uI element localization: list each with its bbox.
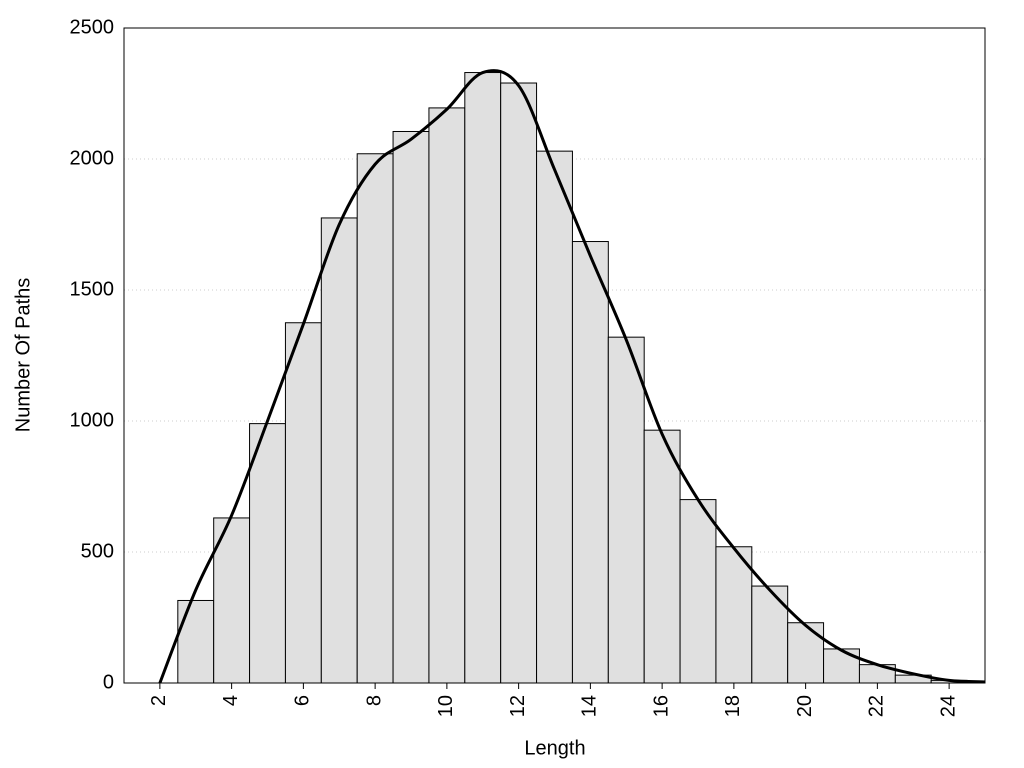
x-tick-label: 18 (722, 695, 744, 717)
bar (536, 150, 573, 684)
y-tick-label: 2500 (70, 16, 115, 38)
y-tick-label: 1500 (70, 278, 115, 300)
y-tick-label: 500 (81, 540, 114, 562)
bar (356, 153, 394, 684)
x-tick-label: 14 (579, 695, 601, 717)
x-tick-label: 22 (866, 695, 888, 717)
bar (213, 517, 251, 684)
bar (249, 423, 286, 684)
y-axis-label: Number Of Paths (12, 278, 34, 433)
density-curve (158, 69, 986, 684)
y-tick-label: 1000 (70, 409, 115, 431)
x-tick-label: 6 (292, 695, 314, 706)
bar (464, 72, 502, 684)
y-tick-label: 2000 (70, 147, 115, 169)
bar (571, 241, 609, 684)
y-tick-label: 0 (103, 671, 114, 693)
bar (320, 217, 358, 684)
bar (643, 429, 681, 684)
x-tick-label: 8 (363, 695, 385, 706)
x-tick-label: 10 (435, 695, 457, 717)
plot-frame (123, 27, 986, 684)
bar (500, 82, 538, 684)
bar (715, 546, 753, 684)
x-axis-label: Length (524, 737, 585, 759)
x-tick-label: 24 (937, 695, 959, 717)
x-tick-label: 4 (220, 695, 242, 706)
x-tick-label: 16 (650, 695, 672, 717)
x-tick-label: 12 (507, 695, 529, 717)
x-tick-label: 2 (148, 695, 170, 706)
bar (428, 107, 466, 684)
bar (607, 336, 645, 684)
bar (823, 648, 860, 684)
bar (751, 585, 789, 684)
bar (177, 599, 215, 684)
bar (787, 622, 825, 684)
x-tick-label: 20 (794, 695, 816, 717)
bar (284, 322, 322, 684)
bar (392, 130, 430, 684)
bar (679, 499, 717, 684)
